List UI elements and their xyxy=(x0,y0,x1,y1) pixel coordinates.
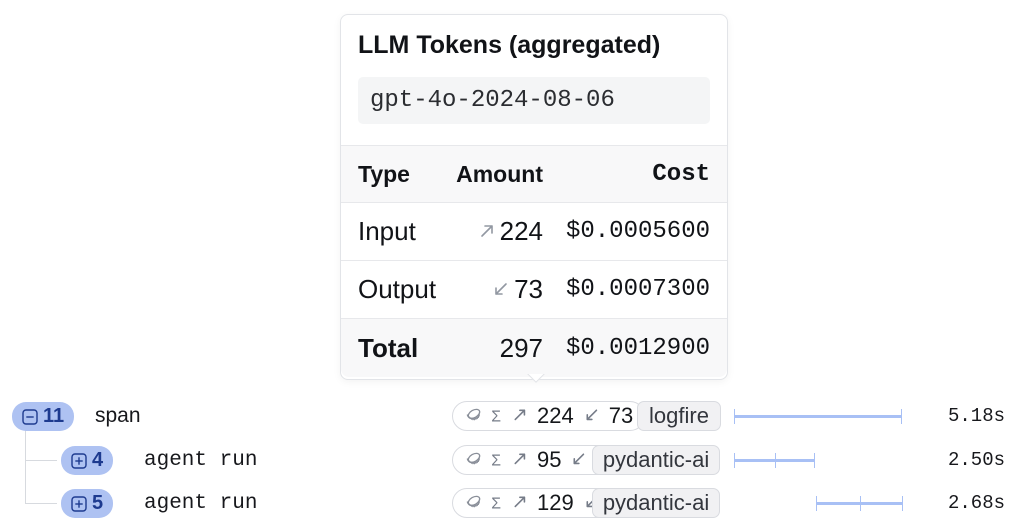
svg-text:Σ: Σ xyxy=(491,452,501,469)
svg-text:Σ: Σ xyxy=(491,495,501,512)
svg-text:Σ: Σ xyxy=(491,408,501,425)
